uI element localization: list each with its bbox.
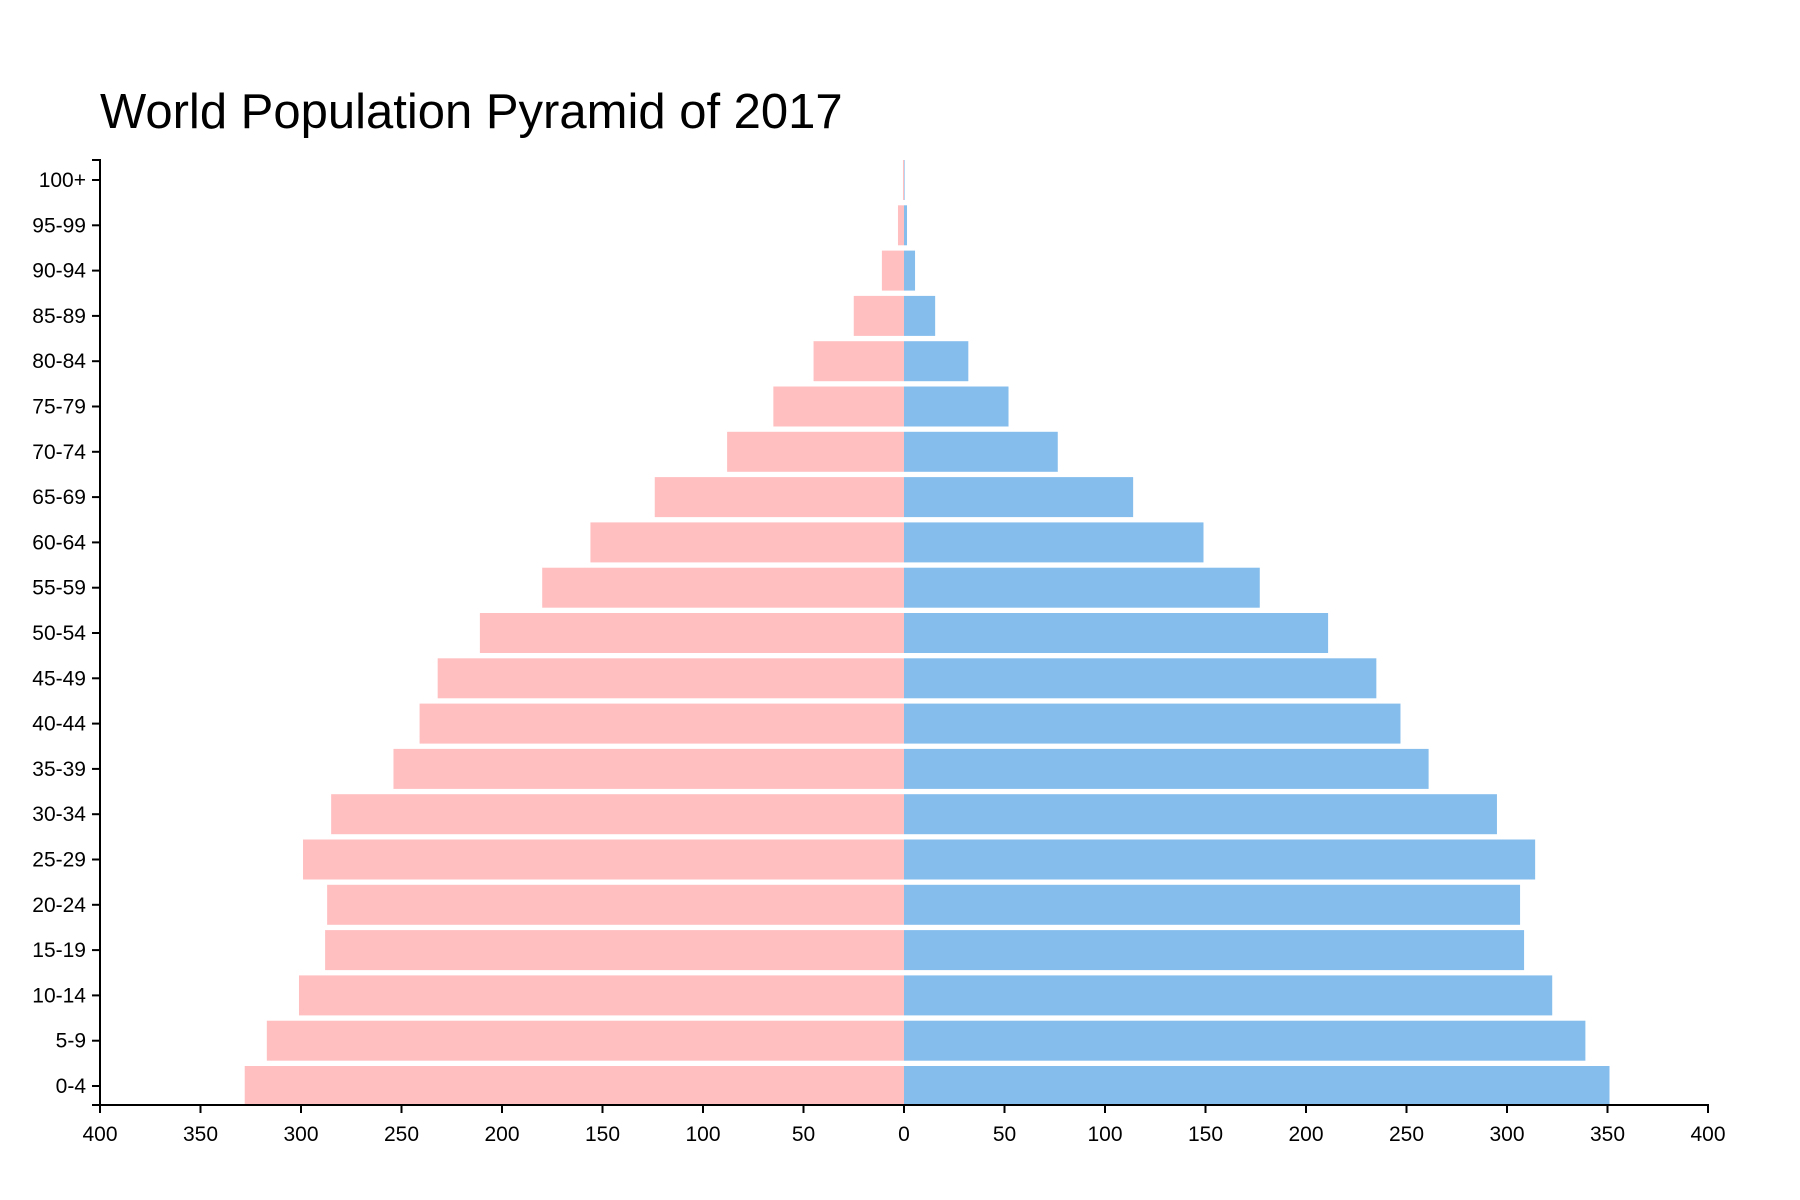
x-tick-label: 400 xyxy=(1690,1123,1725,1146)
y-tick-label: 75-79 xyxy=(32,396,86,419)
y-tick-label: 40-44 xyxy=(32,713,86,736)
y-tick-label: 95-99 xyxy=(32,214,86,237)
y-tick-label: 0-4 xyxy=(56,1075,87,1098)
x-tick-label: 300 xyxy=(283,1123,318,1146)
y-axis: 100+ 95-99 90-94 85-89 80-84 75-79 70-74 65-69 6… xyxy=(32,159,101,1106)
bar-right xyxy=(904,748,1429,789)
bar-left xyxy=(542,567,904,608)
bar-right xyxy=(904,160,905,200)
bar-left xyxy=(853,295,904,336)
bar-right xyxy=(904,295,936,336)
y-tick-label: 70-74 xyxy=(32,441,86,464)
y-tick-label: 100+ xyxy=(39,169,86,192)
bar-right xyxy=(904,250,916,291)
bar-left xyxy=(654,477,904,518)
x-tick-label: 200 xyxy=(1288,1123,1323,1146)
bar-left xyxy=(437,658,904,699)
bar-left xyxy=(331,794,904,835)
bar-left xyxy=(727,431,904,472)
bar-right xyxy=(904,884,1521,925)
x-tick-label: 250 xyxy=(1389,1123,1424,1146)
x-tick-label: 300 xyxy=(1489,1123,1524,1146)
x-tick-label: 400 xyxy=(82,1123,117,1146)
bar-right xyxy=(904,930,1525,971)
y-tick-label: 10-14 xyxy=(32,984,86,1007)
y-tick-label: 35-39 xyxy=(32,758,86,781)
bar-left xyxy=(266,1020,905,1061)
bar-left xyxy=(325,930,904,971)
x-tick-label: 150 xyxy=(585,1123,620,1146)
y-tick-label: 25-29 xyxy=(32,849,86,872)
y-tick-label: 50-54 xyxy=(32,622,86,645)
x-tick-label: 100 xyxy=(685,1123,720,1146)
x-tick-label: 350 xyxy=(183,1123,218,1146)
bars-left-series xyxy=(244,160,905,1106)
bar-right xyxy=(904,341,969,382)
bar-left xyxy=(813,341,904,382)
bar-left xyxy=(298,975,904,1016)
x-tick-label: 150 xyxy=(1188,1123,1223,1146)
bar-left xyxy=(327,884,904,925)
bar-right xyxy=(904,205,908,246)
y-tick-label: 65-69 xyxy=(32,486,86,509)
bar-left xyxy=(897,205,904,246)
x-axis: 400 350 300 250 200 150 100 50 0 50 100 150 200 250 30… xyxy=(82,1104,1726,1146)
bar-right xyxy=(904,794,1497,835)
bar-right xyxy=(904,522,1204,563)
bar-right xyxy=(904,613,1329,653)
bar-right xyxy=(904,658,1377,699)
bar-left xyxy=(881,250,904,291)
bar-left xyxy=(479,613,904,653)
y-tick-label: 90-94 xyxy=(32,260,86,283)
x-tick-label: 250 xyxy=(384,1123,419,1146)
bar-right xyxy=(904,1020,1586,1061)
x-tick-label: 50 xyxy=(993,1123,1016,1146)
bar-left xyxy=(902,160,904,200)
bar-left xyxy=(419,703,904,744)
bar-left xyxy=(244,1066,905,1106)
bar-left xyxy=(590,522,904,563)
y-tick-label: 30-34 xyxy=(32,803,86,826)
bar-right xyxy=(904,386,1009,427)
y-tick-label: 45-49 xyxy=(32,667,86,690)
y-tick-label: 60-64 xyxy=(32,531,86,554)
bar-right xyxy=(904,975,1553,1016)
bar-right xyxy=(904,703,1401,744)
bar-right xyxy=(904,1066,1610,1106)
x-tick-label: 200 xyxy=(484,1123,519,1146)
bar-right xyxy=(904,477,1134,518)
y-tick-label: 20-24 xyxy=(32,894,86,917)
bar-left xyxy=(773,386,904,427)
y-axis-line xyxy=(92,159,101,1106)
bar-right xyxy=(904,567,1260,608)
y-tick-label: 5-9 xyxy=(56,1030,86,1053)
y-tick-label: 80-84 xyxy=(32,350,86,373)
x-tick-label: 350 xyxy=(1590,1123,1625,1146)
y-tick-label: 55-59 xyxy=(32,577,86,600)
chart-title: World Population Pyramid of 2017 xyxy=(100,85,843,139)
y-tick-label: 85-89 xyxy=(32,305,86,328)
x-tick-label: 50 xyxy=(792,1123,815,1146)
bar-left xyxy=(393,748,904,789)
y-tick-label: 15-19 xyxy=(32,939,86,962)
bars-right-series xyxy=(904,160,1610,1106)
x-tick-label: 100 xyxy=(1087,1123,1122,1146)
bar-left xyxy=(303,839,904,880)
x-tick-label: 0 xyxy=(898,1123,910,1146)
bar-right xyxy=(904,431,1058,472)
bar-right xyxy=(904,839,1536,880)
